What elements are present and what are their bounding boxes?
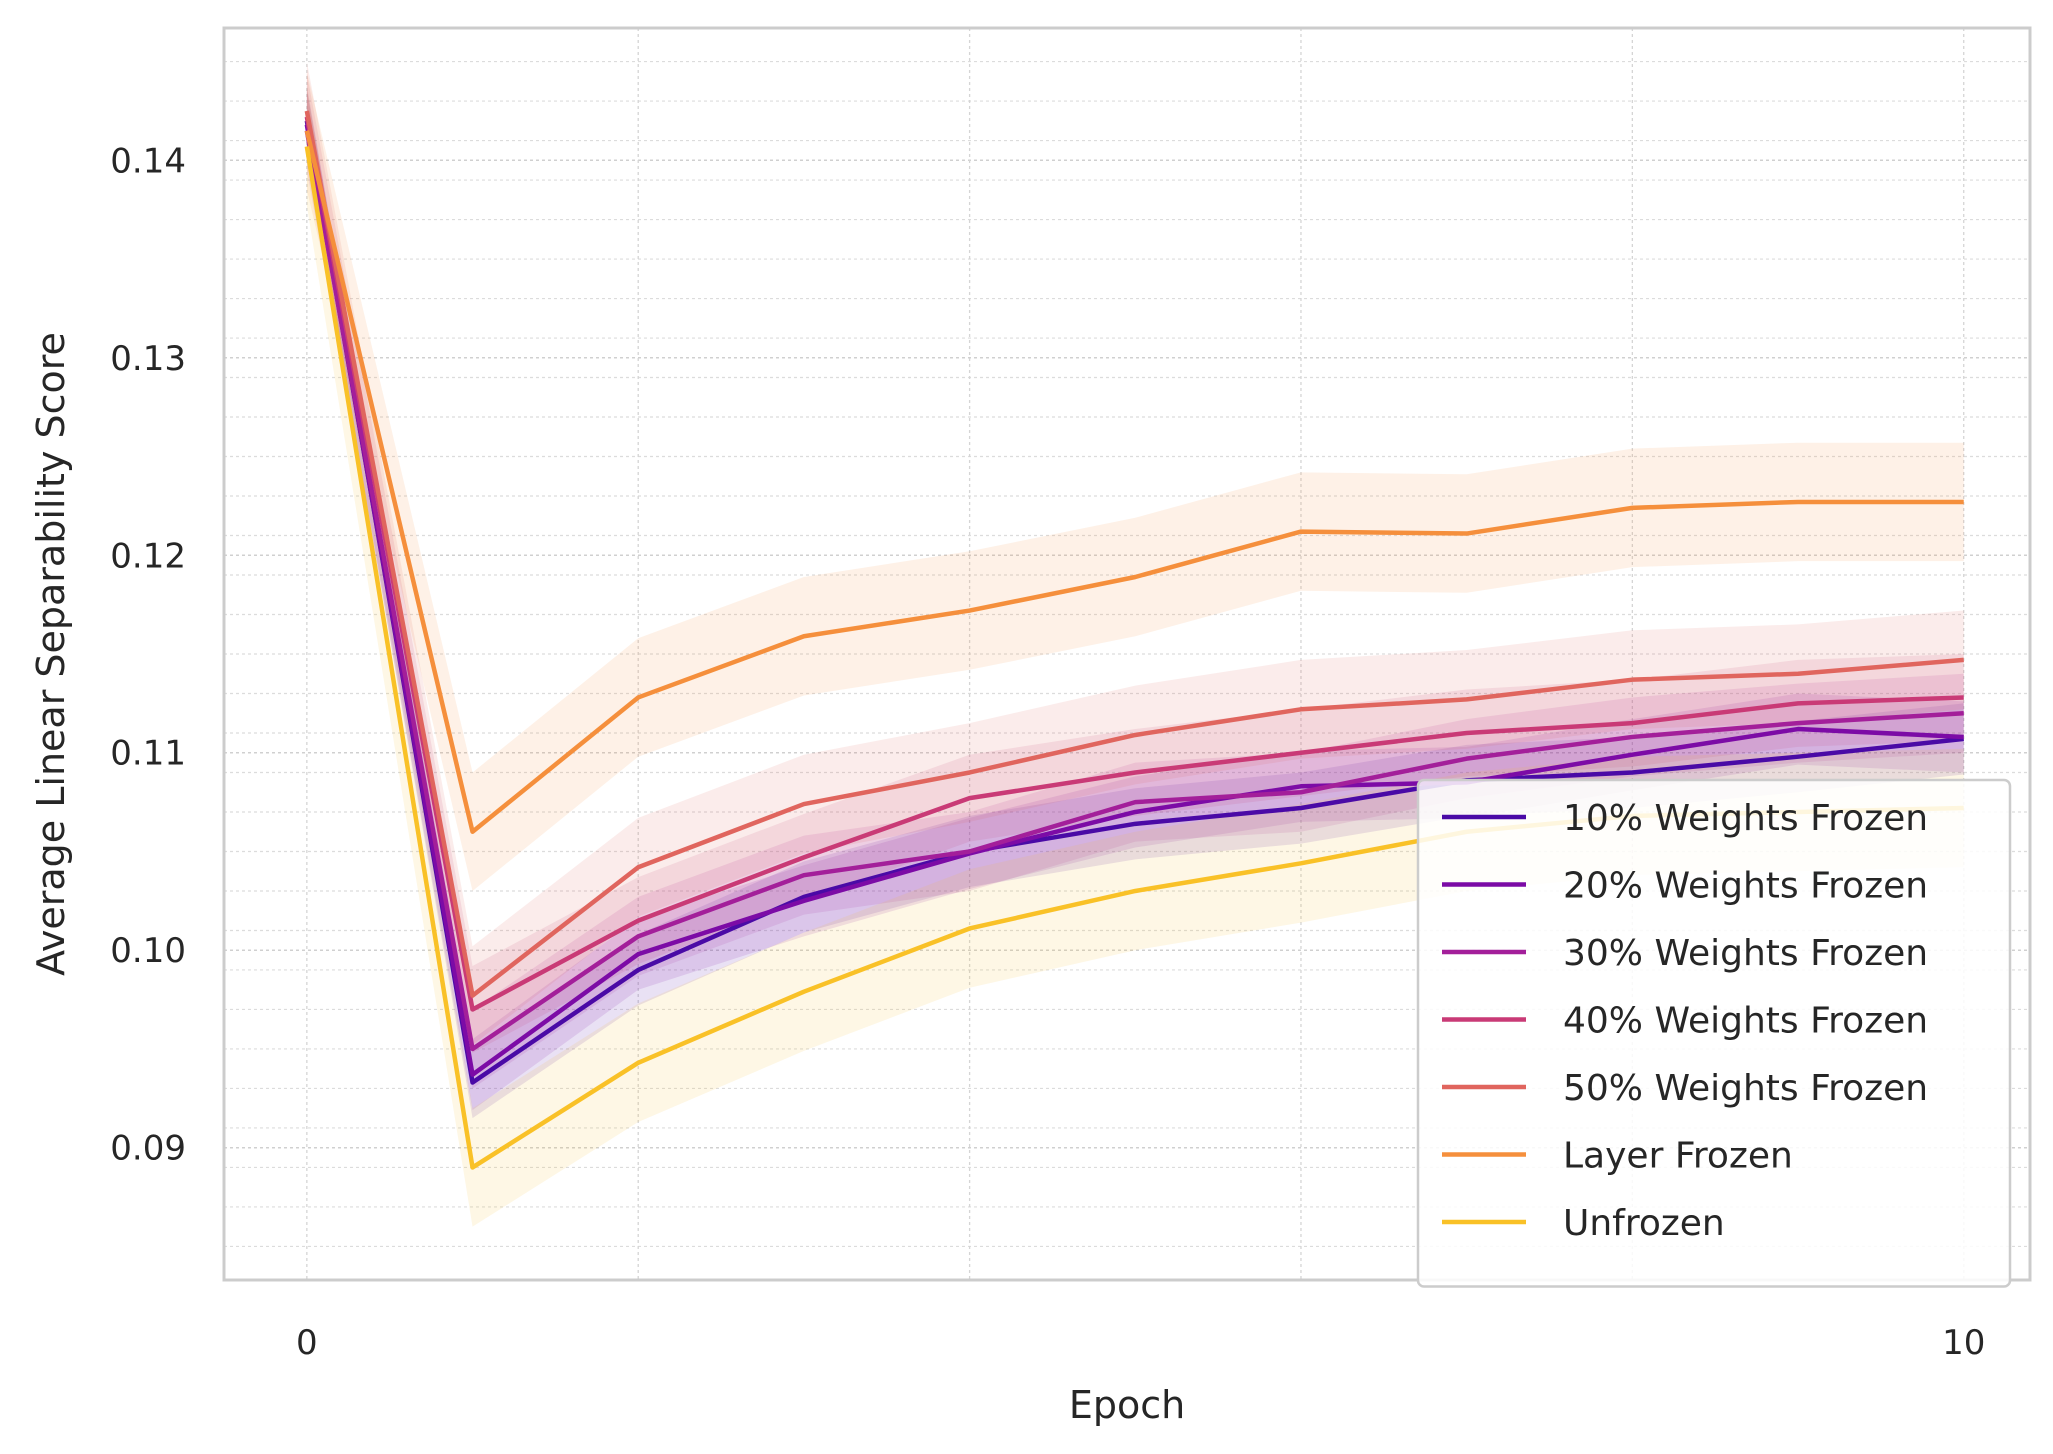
y-tick-label: 0.10 [110, 931, 186, 971]
series-line [304, 116, 1964, 1012]
confidence-bands [306, 61, 1964, 1227]
y-tick-label: 0.12 [110, 536, 186, 576]
x-tick-label: 0 [296, 1323, 318, 1363]
x-axis-label: Epoch [1069, 1383, 1185, 1427]
plot-frame [222, 26, 2032, 1282]
y-axis-label: Average Linear Separability Score [29, 332, 73, 976]
legend-label: 30% Weights Frozen [1563, 933, 1928, 974]
legend-box [1416, 778, 2012, 1288]
legend-label: 10% Weights Frozen [1563, 798, 1928, 839]
series-line [304, 120, 1964, 1085]
legend-label: 50% Weights Frozen [1563, 1068, 1928, 1109]
series-line [304, 130, 1964, 834]
confidence-band [306, 61, 1964, 1046]
x-tick-label: 10 [1942, 1323, 1985, 1363]
y-tick-label: 0.13 [110, 339, 186, 379]
legend-label: 40% Weights Frozen [1563, 1001, 1928, 1042]
confidence-band [306, 71, 1964, 891]
grid [224, 28, 2030, 1280]
legend-label: Unfrozen [1563, 1203, 1725, 1244]
series-line [304, 110, 1964, 998]
legend-label: Layer Frozen [1563, 1136, 1793, 1177]
tick-labels: 0.09 0.10 0.11 0.12 0.13 0.14 0 10 [110, 141, 1985, 1363]
series-line [304, 130, 1964, 1052]
legend-label: 20% Weights Frozen [1563, 866, 1928, 907]
y-tick-label: 0.09 [110, 1129, 186, 1169]
y-tick-label: 0.11 [110, 734, 186, 774]
legend: 10% Weights Frozen 20% Weights Frozen 30% … [1416, 778, 2012, 1288]
y-tick-label: 0.14 [110, 141, 186, 181]
series-line [304, 124, 1964, 1077]
confidence-band [306, 87, 1964, 1227]
